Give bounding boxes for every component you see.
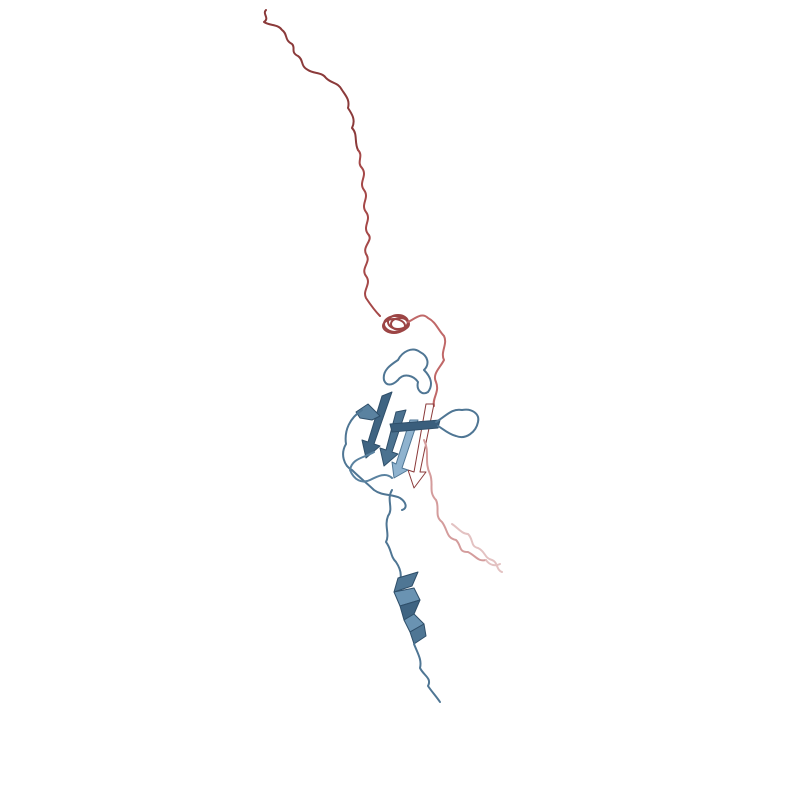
red-coil-top xyxy=(263,9,359,151)
blue-chain xyxy=(342,348,480,703)
red-coil-to-sheet xyxy=(407,314,447,407)
blue-coil-tail xyxy=(413,643,441,703)
blue-coil-linker xyxy=(385,489,402,581)
red-coil-tail-faint xyxy=(451,523,503,573)
blue-alpha-helix xyxy=(393,571,427,645)
red-chain xyxy=(263,9,503,573)
blue-beta-strand-4 xyxy=(355,403,381,421)
red-coil-tail xyxy=(423,439,487,562)
red-helix-small xyxy=(382,314,410,334)
red-coil-upper-mid xyxy=(357,149,381,317)
blue-loop-top xyxy=(382,348,432,395)
blue-loop-inner xyxy=(349,451,393,483)
red-beta-strand xyxy=(407,403,435,489)
blue-beta-strand-5 xyxy=(389,419,441,433)
blue-loop-right xyxy=(435,408,480,438)
